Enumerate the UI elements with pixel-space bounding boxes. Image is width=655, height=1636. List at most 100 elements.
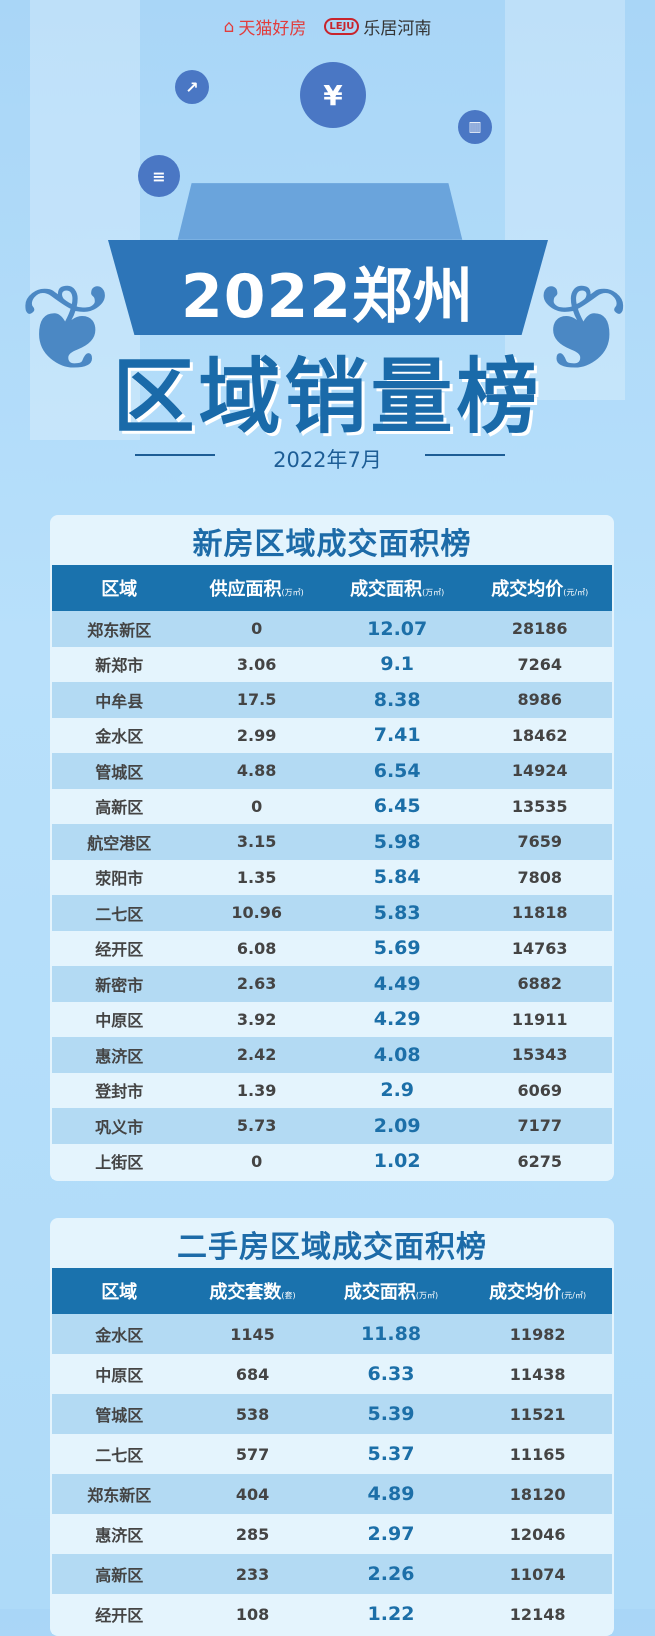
- table-cell: 13535: [467, 788, 612, 824]
- table-row: 管城区 538 5.39 11521: [52, 1394, 612, 1434]
- second-house-table: 区域 成交套数(套) 成交面积(万㎡) 成交均价(元/㎡) 金水区 1145 11.88 1…: [52, 1268, 612, 1634]
- table-row: 荥阳市 1.35 5.84 7808: [52, 859, 612, 895]
- table-cell: 7.41: [326, 717, 468, 753]
- table-cell: 7659: [467, 824, 612, 860]
- table-cell: 金水区: [52, 717, 187, 753]
- table-cell: 5.69: [326, 930, 468, 966]
- table-cell: 14763: [467, 930, 612, 966]
- table-cell: 郑东新区: [52, 1474, 187, 1514]
- divider: [135, 454, 215, 456]
- table-cell: 2.42: [186, 1037, 327, 1073]
- column-header: 成交均价(元/㎡): [463, 1268, 612, 1314]
- table-cell: 684: [186, 1354, 319, 1394]
- table-cell: 新密市: [52, 966, 187, 1002]
- table-cell: 荥阳市: [52, 859, 187, 895]
- table-cell: 18462: [467, 717, 612, 753]
- table-cell: 高新区: [52, 1554, 187, 1594]
- table-cell: 航空港区: [52, 824, 187, 860]
- column-header-label: 成交套数: [209, 1282, 282, 1303]
- table-cell: 14924: [467, 753, 612, 789]
- table-row: 郑东新区 0 12.07 28186: [52, 611, 612, 647]
- table-cell: 惠济区: [52, 1037, 187, 1073]
- table-cell: 新郑市: [52, 646, 187, 682]
- table-cell: 2.26: [318, 1554, 464, 1594]
- hero-banner: ⌂ 天猫好房 LEJU 乐居河南 ↗ ¥ ▥ ≡ ❦ ❦ 2022郑州 区域销量榜…: [0, 0, 655, 490]
- logo-bar: ⌂ 天猫好房 LEJU 乐居河南: [0, 14, 655, 40]
- table-cell: 登封市: [52, 1072, 187, 1108]
- table-row: 高新区 233 2.26 11074: [52, 1554, 612, 1594]
- table-cell: 1.35: [186, 859, 327, 895]
- table-row: 二七区 10.96 5.83 11818: [52, 895, 612, 931]
- table-cell: 8986: [467, 682, 612, 718]
- table-cell: 4.29: [326, 1001, 468, 1037]
- table-cell: 3.06: [186, 646, 327, 682]
- column-header-label: 供应面积: [209, 579, 282, 600]
- table-row: 巩义市 5.73 2.09 7177: [52, 1108, 612, 1144]
- column-header: 供应面积(万㎡): [186, 565, 327, 611]
- table-cell: 7264: [467, 646, 612, 682]
- table-cell: 4.08: [326, 1037, 468, 1073]
- table-cell: 二七区: [52, 895, 187, 931]
- table-row: 登封市 1.39 2.9 6069: [52, 1072, 612, 1108]
- table-cell: 5.98: [326, 824, 468, 860]
- table-cell: 二七区: [52, 1434, 187, 1474]
- second-house-title: 二手房区域成交面积榜: [177, 1230, 487, 1265]
- table-cell: 28186: [467, 611, 612, 647]
- table-cell: 金水区: [52, 1314, 187, 1354]
- building-bg: [505, 0, 625, 400]
- table-cell: 11165: [463, 1434, 612, 1474]
- table-cell: 6275: [467, 1143, 612, 1179]
- table-cell: 6069: [467, 1072, 612, 1108]
- bar-chart-icon: ▥: [458, 110, 492, 144]
- table-cell: 6.54: [326, 753, 468, 789]
- column-header-unit: (万㎡): [281, 588, 304, 597]
- table-row: 经开区 6.08 5.69 14763: [52, 930, 612, 966]
- table-cell: 108: [186, 1594, 319, 1634]
- table-row: 管城区 4.88 6.54 14924: [52, 753, 612, 789]
- table-cell: 6.08: [186, 930, 327, 966]
- table-row: 经开区 108 1.22 12148: [52, 1594, 612, 1634]
- table-row: 中原区 3.92 4.29 11911: [52, 1001, 612, 1037]
- table-cell: 6.45: [326, 788, 468, 824]
- money-bag-icon: ¥: [300, 62, 366, 128]
- table-cell: 经开区: [52, 1594, 187, 1634]
- title-line1: 2022郑州: [181, 262, 474, 332]
- table-cell: 5.83: [326, 895, 468, 931]
- table-cell: 管城区: [52, 753, 187, 789]
- column-header-label: 区域: [101, 579, 138, 600]
- leju-logo-text: 乐居河南: [363, 19, 432, 39]
- report-date: 2022年7月: [273, 448, 382, 472]
- table-cell: 11818: [467, 895, 612, 931]
- table-row: 惠济区 2.42 4.08 15343: [52, 1037, 612, 1073]
- table-cell: 8.38: [326, 682, 468, 718]
- coins-icon: ≡: [138, 155, 180, 197]
- title-line2: 区域销量榜: [112, 350, 543, 445]
- table-cell: 285: [186, 1514, 319, 1554]
- leju-logo: LEJU 乐居河南: [324, 14, 431, 39]
- table-cell: 1145: [186, 1314, 319, 1354]
- table-cell: 11074: [463, 1554, 612, 1594]
- table-cell: 12046: [463, 1514, 612, 1554]
- second-house-card: 二手房区域成交面积榜 区域 成交套数(套) 成交面积(万㎡) 成交均价(元/㎡) 金水…: [50, 1218, 614, 1636]
- table-cell: 4.49: [326, 966, 468, 1002]
- new-house-title: 新房区域成交面积榜: [192, 527, 472, 562]
- column-header-unit: (万㎡): [422, 588, 445, 597]
- table-cell: 中牟县: [52, 682, 187, 718]
- tmall-logo-text: 天猫好房: [238, 19, 307, 39]
- table-row: 新郑市 3.06 9.1 7264: [52, 646, 612, 682]
- table-cell: 5.73: [186, 1108, 327, 1144]
- table-cell: 233: [186, 1554, 319, 1594]
- table-cell: 1.22: [318, 1594, 464, 1634]
- table-cell: 管城区: [52, 1394, 187, 1434]
- column-header: 区域: [52, 565, 187, 611]
- table-cell: 5.84: [326, 859, 468, 895]
- table-cell: 18120: [463, 1474, 612, 1514]
- table-row: 金水区 1145 11.88 11982: [52, 1314, 612, 1354]
- table-cell: 4.88: [186, 753, 327, 789]
- table-cell: 17.5: [186, 682, 327, 718]
- table-row: 郑东新区 404 4.89 18120: [52, 1474, 612, 1514]
- table-cell: 15343: [467, 1037, 612, 1073]
- table-cell: 中原区: [52, 1001, 187, 1037]
- column-header-unit: (套): [281, 1291, 296, 1300]
- table-cell: 9.1: [326, 646, 468, 682]
